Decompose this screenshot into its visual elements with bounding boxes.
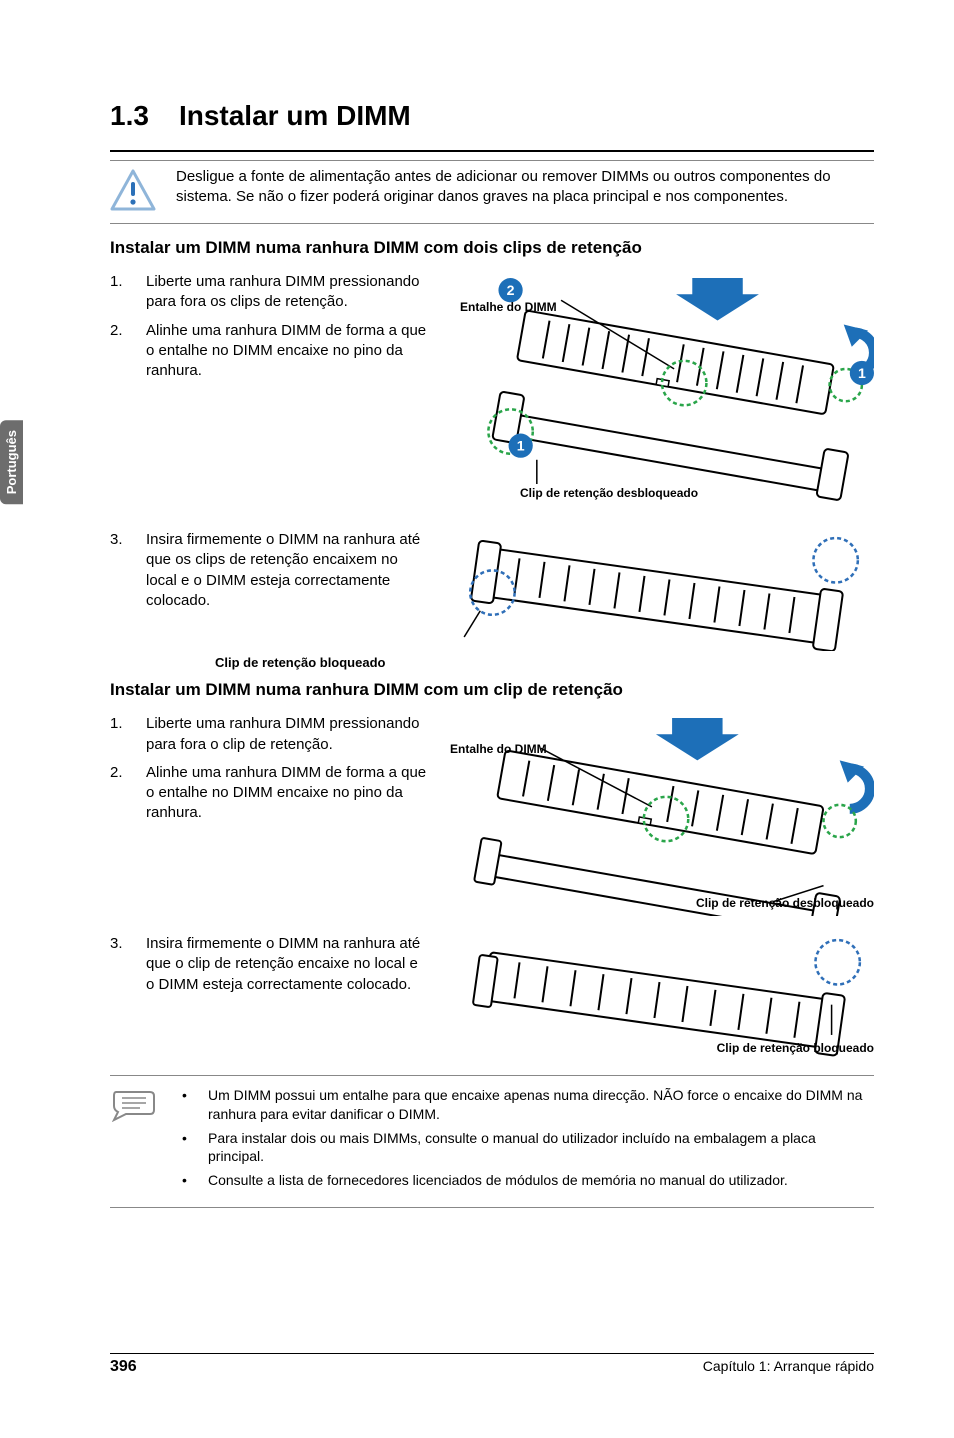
note-icon bbox=[110, 1086, 156, 1122]
page-footer: 396 Capítulo 1: Arranque rápido bbox=[110, 1353, 874, 1376]
clip-locked-label-a: Clip de retenção bloqueado bbox=[215, 655, 874, 670]
figure-a1: 2 1 1 Entalhe do DIMM Clip de retenção d… bbox=[450, 272, 874, 504]
note-text: Para instalar dois ou mais DIMMs, consul… bbox=[208, 1129, 874, 1165]
clip-unlocked-label: Clip de retenção desbloqueado bbox=[520, 486, 698, 500]
dimm-two-clip-locked-diagram bbox=[450, 530, 874, 651]
svg-text:2: 2 bbox=[507, 282, 515, 298]
side-language-tab: Português bbox=[0, 420, 23, 504]
notch-label-b: Entalhe do DIMM bbox=[450, 742, 547, 756]
steps-a-12: 1. Liberte uma ranhura DIMM pressionando… bbox=[110, 272, 430, 389]
note-text: Um DIMM possui um entalhe para que encai… bbox=[208, 1086, 874, 1122]
step-number: 3. bbox=[110, 530, 128, 611]
warning-icon bbox=[110, 167, 156, 213]
steps-b-3: 3. Insira firmemente o DIMM na ranhura a… bbox=[110, 934, 430, 1003]
notch-label: Entalhe do DIMM bbox=[460, 300, 557, 314]
note-item: •Consulte a lista de fornecedores licenc… bbox=[182, 1171, 874, 1189]
warning-block: Desligue a fonte de alimentação antes de… bbox=[110, 160, 874, 224]
steps-a-3: 3. Insira firmemente o DIMM na ranhura a… bbox=[110, 530, 430, 619]
svg-text:1: 1 bbox=[858, 365, 866, 381]
figure-a2 bbox=[450, 530, 874, 651]
svg-text:1: 1 bbox=[517, 438, 525, 454]
section-a-top: 1. Liberte uma ranhura DIMM pressionando… bbox=[110, 272, 874, 504]
step-a3: 3. Insira firmemente o DIMM na ranhura a… bbox=[110, 530, 430, 611]
section-number: 1.3 bbox=[110, 100, 149, 132]
section-a-bottom: 3. Insira firmemente o DIMM na ranhura a… bbox=[110, 530, 874, 651]
step-text: Alinhe uma ranhura DIMM de forma a que o… bbox=[146, 763, 430, 824]
step-a1: 1. Liberte uma ranhura DIMM pressionando… bbox=[110, 272, 430, 313]
clip-unlocked-label-b: Clip de retenção desbloqueado bbox=[696, 896, 874, 910]
step-b1: 1. Liberte uma ranhura DIMM pressionando… bbox=[110, 714, 430, 755]
step-number: 3. bbox=[110, 934, 128, 995]
note-item: •Para instalar dois ou mais DIMMs, consu… bbox=[182, 1129, 874, 1165]
page-content: 1.3 Instalar um DIMM Desligue a fonte de… bbox=[0, 0, 954, 1248]
section-b-bottom: 3. Insira firmemente o DIMM na ranhura a… bbox=[110, 934, 874, 1055]
steps-b-12: 1. Liberte uma ranhura DIMM pressionando… bbox=[110, 714, 430, 831]
heading-rule bbox=[110, 150, 874, 152]
page-number: 396 bbox=[110, 1358, 137, 1376]
note-item: •Um DIMM possui um entalhe para que enca… bbox=[182, 1086, 874, 1122]
warning-text: Desligue a fonte de alimentação antes de… bbox=[176, 167, 874, 213]
clip-locked-label-b: Clip de retenção bloqueado bbox=[450, 1041, 874, 1055]
figure-b1: Entalhe do DIMM Clip de retenção desbloq… bbox=[450, 714, 874, 916]
step-a2: 2. Alinhe uma ranhura DIMM de forma a qu… bbox=[110, 321, 430, 382]
subheading-two-clips: Instalar um DIMM numa ranhura DIMM com d… bbox=[110, 238, 874, 258]
notes-block: •Um DIMM possui um entalhe para que enca… bbox=[110, 1075, 874, 1208]
chapter-label: Capítulo 1: Arranque rápido bbox=[703, 1358, 874, 1376]
step-number: 2. bbox=[110, 321, 128, 382]
section-heading: Instalar um DIMM bbox=[179, 100, 411, 132]
step-b2: 2. Alinhe uma ranhura DIMM de forma a qu… bbox=[110, 763, 430, 824]
step-b3: 3. Insira firmemente o DIMM na ranhura a… bbox=[110, 934, 430, 995]
step-text: Liberte uma ranhura DIMM pressionando pa… bbox=[146, 714, 430, 755]
step-text: Insira firmemente o DIMM na ranhura até … bbox=[146, 934, 430, 995]
section-b-top: 1. Liberte uma ranhura DIMM pressionando… bbox=[110, 714, 874, 916]
figure-b2: Clip de retenção bloqueado bbox=[450, 934, 874, 1055]
subheading-one-clip: Instalar um DIMM numa ranhura DIMM com u… bbox=[110, 680, 874, 700]
section-title: 1.3 Instalar um DIMM bbox=[110, 100, 874, 132]
notes-list: •Um DIMM possui um entalhe para que enca… bbox=[182, 1086, 874, 1195]
step-text: Insira firmemente o DIMM na ranhura até … bbox=[146, 530, 430, 611]
step-text: Liberte uma ranhura DIMM pressionando pa… bbox=[146, 272, 430, 313]
note-text: Consulte a lista de fornecedores licenci… bbox=[208, 1171, 788, 1189]
step-number: 1. bbox=[110, 272, 128, 313]
step-number: 1. bbox=[110, 714, 128, 755]
step-text: Alinhe uma ranhura DIMM de forma a que o… bbox=[146, 321, 430, 382]
step-number: 2. bbox=[110, 763, 128, 824]
